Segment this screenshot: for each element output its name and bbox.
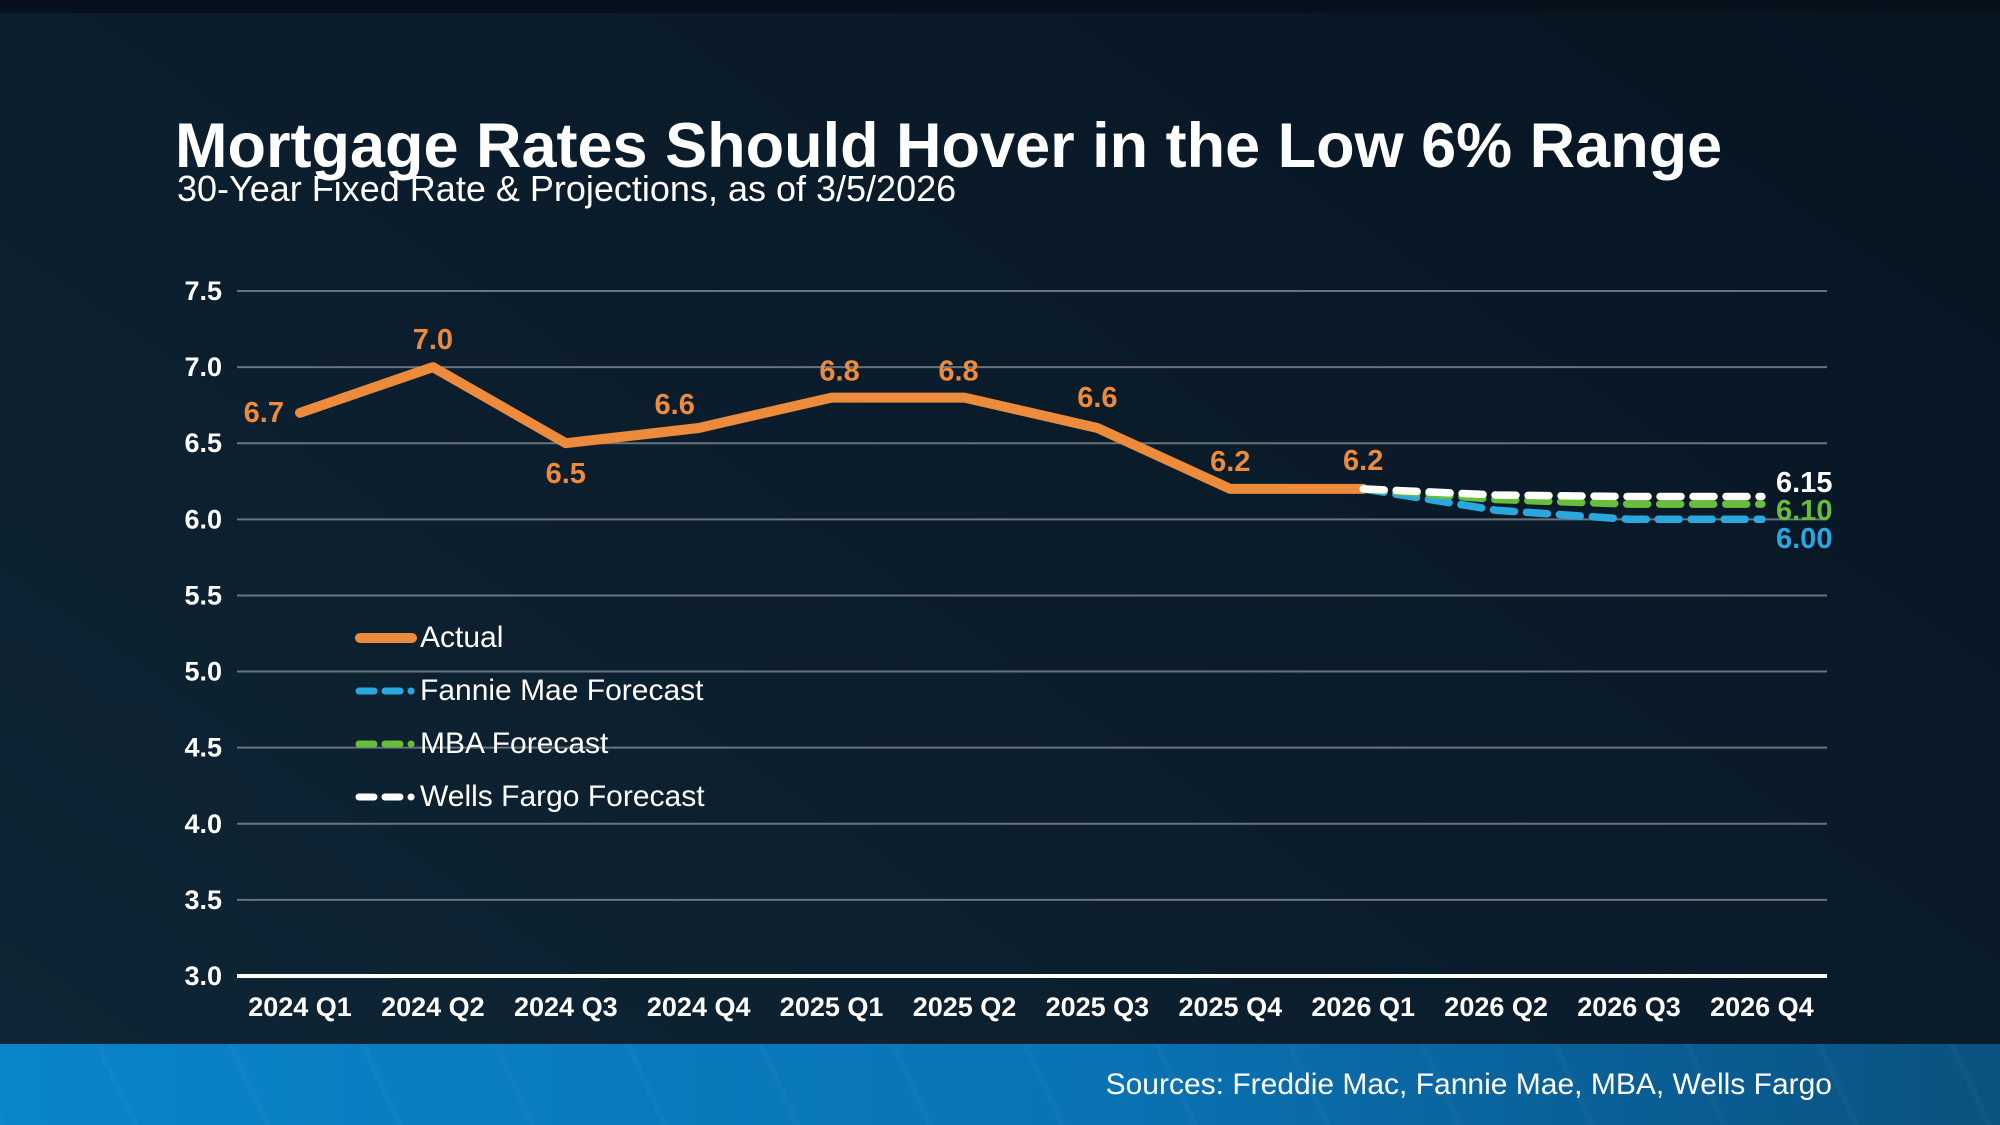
- y-tick-label: 6.5: [184, 428, 222, 458]
- y-tick-label: 5.0: [184, 657, 222, 687]
- y-tick-label: 7.0: [184, 352, 222, 382]
- end-label-fannie-mae-forecast: 6.00: [1776, 523, 1832, 555]
- x-tick-label: 2026 Q2: [1444, 992, 1548, 1022]
- y-tick-label: 7.5: [184, 276, 222, 306]
- data-label: 6.6: [1077, 382, 1117, 414]
- wells-fargo-dashed-swatch-icon: [355, 793, 418, 800]
- fannie-mae-dashed-swatch-icon: [355, 687, 418, 694]
- footer-bar: Sources: Freddie Mac, Fannie Mae, MBA, W…: [0, 1044, 2000, 1125]
- data-label: 6.5: [546, 458, 586, 490]
- x-tick-label: 2026 Q3: [1577, 992, 1681, 1022]
- end-label-mba-forecast: 6.10: [1776, 495, 1832, 527]
- actual-line-swatch-icon: [355, 632, 417, 643]
- x-tick-label: 2025 Q1: [780, 992, 884, 1022]
- x-tick-label: 2026 Q1: [1311, 992, 1415, 1022]
- legend-item-mba: MBA Forecast: [354, 717, 705, 770]
- data-label: 6.6: [655, 389, 695, 421]
- page-title: Mortgage Rates Should Hover in the Low 6…: [175, 111, 1723, 182]
- legend-item-wells-fargo: Wells Fargo Forecast: [354, 770, 705, 823]
- sources-text: Sources: Freddie Mac, Fannie Mae, MBA, W…: [1105, 1068, 1832, 1101]
- y-tick-label: 6.0: [184, 504, 222, 534]
- top-edge-strip: [0, 0, 2000, 13]
- legend-item-actual: Actual: [354, 611, 705, 664]
- y-tick-label: 3.5: [184, 885, 222, 915]
- data-label: 6.2: [1343, 445, 1383, 477]
- legend-label-mba: MBA Forecast: [420, 726, 609, 760]
- y-axis-labels: 7.5 7.0 6.5 6.0 5.5 5.0 4.5 4.0 3.5 3.0: [184, 276, 222, 991]
- data-label: 6.7: [244, 397, 284, 429]
- x-tick-label: 2025 Q2: [913, 992, 1017, 1022]
- legend-label-fannie-mae: Fannie Mae Forecast: [420, 673, 704, 707]
- legend-label-actual: Actual: [420, 620, 504, 654]
- series-line-fannie-mae-forecast: [1359, 485, 1766, 524]
- data-label: 6.8: [819, 356, 859, 388]
- x-tick-label: 2026 Q4: [1710, 992, 1814, 1022]
- data-label: 7.0: [413, 324, 453, 356]
- forecast-end-labels: 6.156.106.00: [1776, 467, 1832, 555]
- data-label: 6.2: [1210, 446, 1250, 478]
- y-tick-label: 4.5: [184, 733, 222, 763]
- x-tick-label: 2025 Q4: [1179, 992, 1283, 1022]
- mba-dashed-swatch-icon: [355, 740, 418, 747]
- series-line-wells-fargo-forecast: [1359, 485, 1766, 501]
- legend-item-fannie-mae: Fannie Mae Forecast: [354, 664, 705, 717]
- x-tick-label: 2025 Q3: [1046, 992, 1150, 1022]
- y-tick-label: 3.0: [184, 961, 222, 991]
- x-tick-label: 2024 Q1: [248, 992, 352, 1022]
- y-tick-label: 5.5: [184, 580, 222, 610]
- x-tick-label: 2024 Q4: [647, 992, 751, 1022]
- x-tick-label: 2024 Q2: [381, 992, 485, 1022]
- actual-data-labels: 6.7 7.0 6.5 6.6 6.8 6.8 6.6 6.2 6.2: [244, 324, 1384, 490]
- y-tick-label: 4.0: [184, 809, 222, 839]
- legend-label-wells-fargo: Wells Fargo Forecast: [420, 779, 705, 813]
- x-tick-label: 2024 Q3: [514, 992, 618, 1022]
- chart-legend: Actual Fannie Mae Forecast MBA Forecast …: [354, 611, 705, 823]
- gridlines: [237, 290, 1827, 978]
- data-label: 6.8: [938, 356, 978, 388]
- series-line-actual: [295, 362, 1369, 494]
- end-label-wells-fargo-forecast: 6.15: [1776, 467, 1832, 499]
- x-axis-labels: 2024 Q1 2024 Q2 2024 Q3 2024 Q4 2025 Q1 2025 …: [248, 992, 1813, 1022]
- page-subtitle: 30-Year Fixed Rate & Projections, as of …: [177, 168, 957, 209]
